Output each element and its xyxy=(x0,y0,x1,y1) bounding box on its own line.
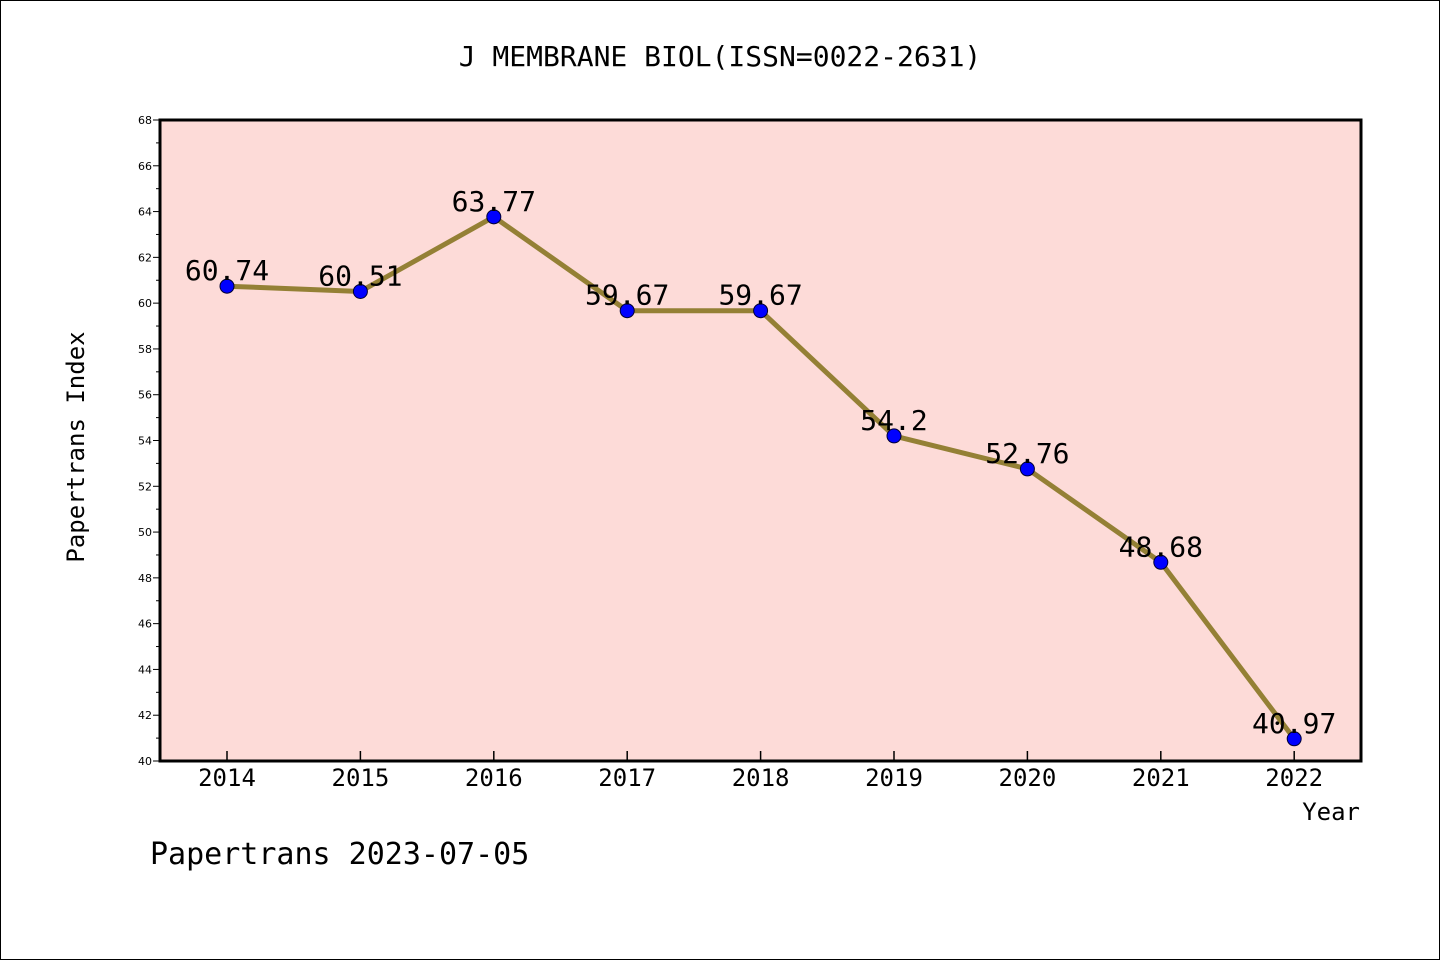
y-tick-label: 52 xyxy=(138,480,152,493)
x-axis: 2014 2015 2016 2017 2018 2019 2020 2021 2022 xyxy=(198,751,1323,792)
x-tick-label: 2014 xyxy=(198,764,256,792)
x-tick-label: 2015 xyxy=(332,764,390,792)
y-tick-label: 56 xyxy=(138,389,152,402)
data-label: 59.67 xyxy=(585,279,669,312)
y-tick-label: 48 xyxy=(138,572,152,585)
x-tick-label: 2017 xyxy=(598,764,656,792)
data-point-marker xyxy=(619,303,635,319)
chart-title: J MEMBRANE BIOL(ISSN=0022-2631) xyxy=(459,40,982,73)
x-tick-label: 2020 xyxy=(999,764,1057,792)
series-line-group xyxy=(219,209,1302,747)
data-label: 40.97 xyxy=(1252,707,1336,740)
x-axis-label: Year xyxy=(1302,798,1360,826)
y-tick-label: 66 xyxy=(138,160,152,173)
data-point-marker xyxy=(1153,554,1169,570)
y-axis: 40 42 44 46 48 50 52 54 56 58 60 62 64 66 68 xyxy=(138,114,160,768)
data-label: 52.76 xyxy=(985,437,1069,470)
data-label: 59.67 xyxy=(718,279,802,312)
plot-area xyxy=(160,120,1361,761)
y-tick-label: 68 xyxy=(138,114,152,127)
x-tick-label: 2019 xyxy=(865,764,923,792)
x-tick-label: 2018 xyxy=(732,764,790,792)
data-point-marker xyxy=(886,428,902,444)
data-label: 63.77 xyxy=(452,185,536,218)
data-point-marker xyxy=(753,303,769,319)
data-point-marker xyxy=(352,283,368,299)
y-tick-label: 40 xyxy=(138,755,152,768)
data-label-group: 60.74 60.51 63.77 59.67 59.67 54.2 52.76 48.68 4… xyxy=(185,185,1336,740)
y-tick-label: 42 xyxy=(138,709,152,722)
data-point-marker xyxy=(1286,731,1302,747)
data-point-marker xyxy=(1019,461,1035,477)
plot-border xyxy=(158,118,1363,763)
x-tick-label: 2016 xyxy=(465,764,523,792)
footer-text: Papertrans 2023-07-05 xyxy=(150,837,529,872)
data-label: 60.51 xyxy=(318,259,402,292)
y-tick-label: 44 xyxy=(138,663,152,676)
y-tick-label: 60 xyxy=(138,297,152,310)
data-label: 48.68 xyxy=(1119,530,1203,563)
data-point-marker xyxy=(486,209,502,225)
data-label: 60.74 xyxy=(185,254,269,287)
data-label: 54.2 xyxy=(860,404,927,437)
data-point-marker xyxy=(219,278,235,294)
x-tick-label: 2022 xyxy=(1265,764,1323,792)
y-tick-label: 46 xyxy=(138,618,152,631)
y-tick-label: 64 xyxy=(138,206,152,219)
y-tick-label: 54 xyxy=(138,435,152,448)
x-tick-label: 2021 xyxy=(1132,764,1190,792)
y-tick-label: 62 xyxy=(138,251,152,264)
y-axis-label: Papertrans Index xyxy=(62,331,90,562)
y-tick-label: 58 xyxy=(138,343,152,356)
y-tick-label: 50 xyxy=(138,526,152,539)
